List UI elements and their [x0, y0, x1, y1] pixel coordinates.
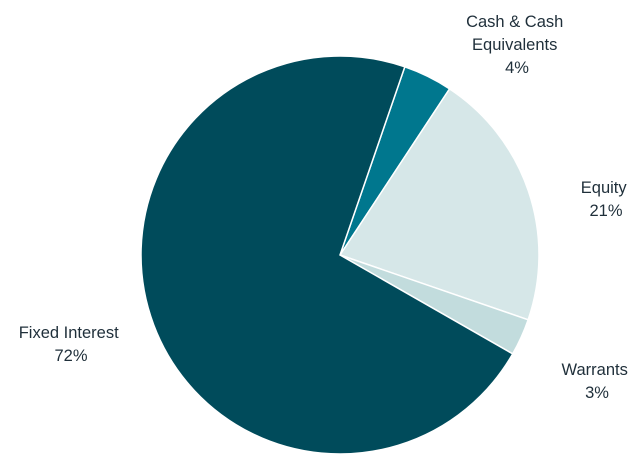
slice-label-cash: Cash & Cash Equivalents 4% [466, 13, 568, 77]
slice-label-warrants-line-1: Warrants [562, 361, 628, 379]
slice-label-fixed-interest-line-1: Fixed Interest [19, 324, 119, 342]
pie-labels: Cash & Cash Equivalents 4% Equity 21% Wa… [19, 13, 633, 402]
slice-label-warrants: Warrants 3% [562, 361, 633, 402]
slice-label-cash-value: 4% [505, 59, 529, 77]
slice-label-equity-line-1: Equity [581, 179, 628, 197]
pie-slices [140, 55, 540, 454]
pie-slice-fixed-interest [140, 55, 514, 454]
slice-label-cash-line-1: Cash & Cash [466, 13, 563, 31]
slice-label-fixed-interest-value: 72% [54, 347, 87, 365]
slice-label-cash-line-2: Equivalents [472, 36, 557, 54]
slice-label-warrants-value: 3% [585, 384, 609, 402]
slice-label-equity: Equity 21% [581, 179, 631, 220]
slice-label-equity-value: 21% [589, 202, 622, 220]
slice-label-fixed-interest: Fixed Interest 72% [19, 324, 124, 365]
pie-slice-equity [338, 87, 540, 321]
